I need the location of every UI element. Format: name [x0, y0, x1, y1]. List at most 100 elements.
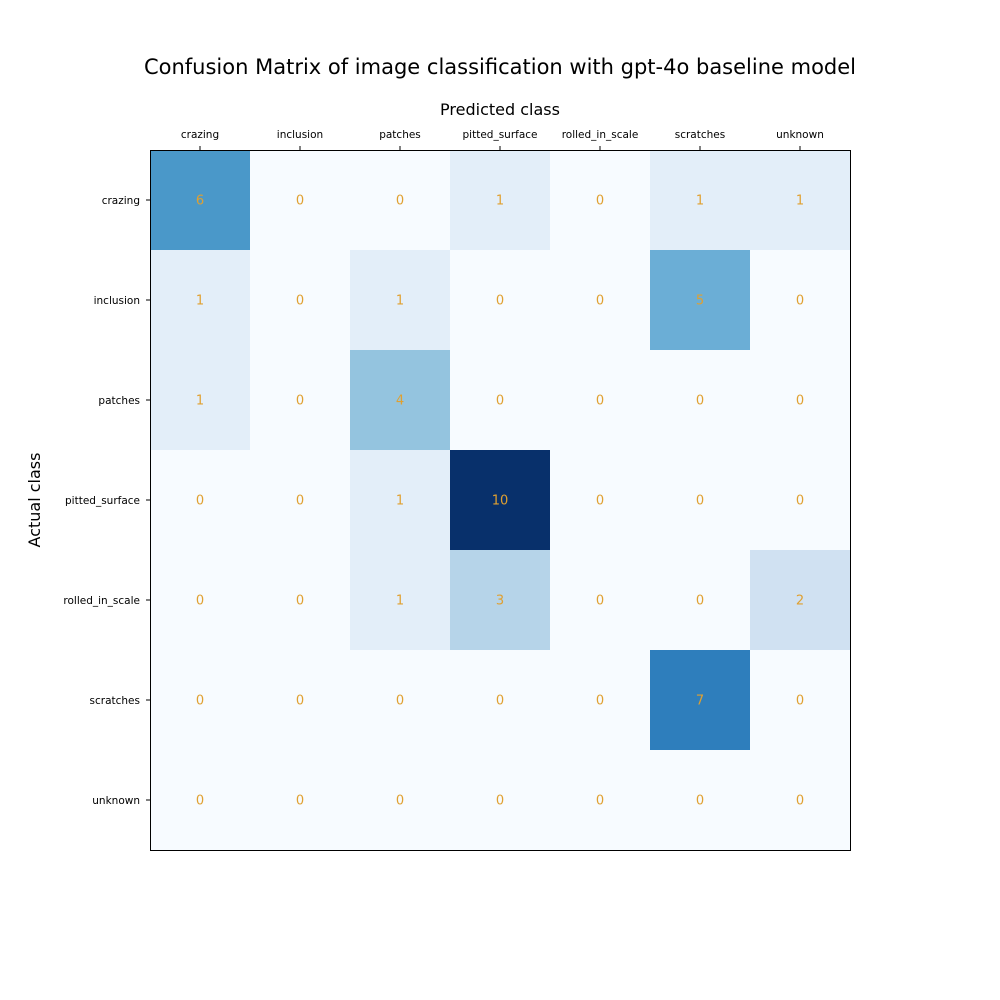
y-tick-label: scratches: [90, 695, 140, 707]
x-tick-label: scratches: [675, 129, 725, 141]
cell-value-label: 0: [596, 494, 604, 509]
heatmap-cell: [650, 550, 751, 651]
heatmap-cell: [550, 650, 651, 751]
cell-value-label: 1: [696, 194, 704, 209]
cell-value-label: 0: [296, 294, 304, 309]
cell-value-label: 6: [196, 194, 204, 209]
cell-value-label: 2: [796, 594, 804, 609]
y-tick-label: rolled_in_scale: [63, 595, 140, 607]
x-tick-label: unknown: [776, 129, 824, 141]
cell-value-label: 0: [496, 294, 504, 309]
cell-value-label: 0: [596, 394, 604, 409]
heatmap-cell: [150, 550, 251, 651]
x-axis-ticks: crazing inclusion patches pitted_surface rol…: [181, 129, 824, 150]
cell-value-label: 0: [196, 494, 204, 509]
cell-value-label: 1: [796, 194, 804, 209]
cell-value-label: 0: [396, 794, 404, 809]
heatmap-cell: [250, 150, 351, 251]
heatmap-cell: [550, 750, 651, 851]
heatmap-cell: [250, 250, 351, 351]
heatmap-cell: [450, 750, 551, 851]
cell-value-label: 7: [696, 694, 704, 709]
cell-value-label: 1: [496, 194, 504, 209]
cell-value-label: 0: [596, 794, 604, 809]
plot-frame: [150, 150, 851, 851]
heatmap-cell-labels: 6 0 0 1 0 1 11 0 1 0 0 5 01 0 4 0 0 0 00 0 1 10 0 0 00 0 1 3 0 0 20 0 0 0…: [196, 194, 804, 809]
heatmap-cell: [150, 750, 251, 851]
x-tick-label: patches: [379, 129, 421, 141]
cell-value-label: 0: [496, 794, 504, 809]
heatmap-cell: [650, 650, 751, 751]
heatmap-cell: [650, 750, 751, 851]
chart-title: Confusion Matrix of image classification…: [144, 55, 856, 79]
y-tick-label: pitted_surface: [65, 495, 140, 507]
cell-value-label: 0: [596, 294, 604, 309]
cell-value-label: 0: [696, 594, 704, 609]
cell-value-label: 0: [596, 594, 604, 609]
cell-value-label: 1: [196, 394, 204, 409]
heatmap-cell: [750, 350, 851, 451]
heatmap-cell: [550, 350, 651, 451]
heatmap-cell: [750, 750, 851, 851]
cell-value-label: 3: [496, 594, 504, 609]
y-tick-label: patches: [98, 395, 140, 407]
heatmap-cell: [650, 450, 751, 551]
x-tick-label: pitted_surface: [463, 129, 538, 141]
cell-value-label: 0: [296, 394, 304, 409]
cell-value-label: 0: [796, 694, 804, 709]
x-axis-label: Predicted class: [440, 100, 560, 119]
cell-value-label: 1: [396, 594, 404, 609]
cell-value-label: 4: [396, 394, 404, 409]
cell-value-label: 0: [296, 694, 304, 709]
cell-value-label: 0: [396, 694, 404, 709]
heatmap-cell: [250, 550, 351, 651]
x-tick-label: rolled_in_scale: [562, 129, 639, 141]
x-tick-label: crazing: [181, 129, 219, 141]
cell-value-label: 0: [196, 694, 204, 709]
heatmap-cell: [650, 150, 751, 251]
heatmap-cell: [250, 450, 351, 551]
cell-value-label: 5: [696, 294, 704, 309]
heatmap-cell: [350, 450, 451, 551]
x-tick-label: inclusion: [277, 129, 323, 141]
heatmap-cell: [750, 450, 851, 551]
heatmap-cell: [550, 150, 651, 251]
cell-value-label: 0: [496, 694, 504, 709]
cell-value-label: 0: [296, 594, 304, 609]
heatmap-cell: [450, 250, 551, 351]
cell-value-label: 0: [196, 794, 204, 809]
heatmap-cell: [450, 450, 551, 551]
heatmap-cell: [450, 150, 551, 251]
cell-value-label: 0: [296, 494, 304, 509]
cell-value-label: 0: [796, 294, 804, 309]
cell-value-label: 10: [492, 494, 509, 509]
cell-value-label: 0: [296, 194, 304, 209]
cell-value-label: 0: [696, 494, 704, 509]
heatmap-cell: [750, 250, 851, 351]
cell-value-label: 0: [796, 494, 804, 509]
y-axis-ticks: crazing inclusion patches pitted_surfacerol…: [63, 195, 150, 807]
heatmap-cell: [550, 450, 651, 551]
heatmap-cell: [150, 250, 251, 351]
cell-value-label: 1: [196, 294, 204, 309]
y-tick-label: crazing: [102, 195, 140, 207]
cell-value-label: 0: [696, 794, 704, 809]
cell-value-label: 0: [496, 394, 504, 409]
cell-value-label: 0: [596, 194, 604, 209]
cell-value-label: 0: [596, 694, 604, 709]
heatmap-cell: [150, 450, 251, 551]
heatmap-cell: [650, 350, 751, 451]
heatmap-cell: [250, 750, 351, 851]
cell-value-label: 1: [396, 494, 404, 509]
heatmap-cell: [650, 250, 751, 351]
heatmap-cell: [350, 750, 451, 851]
cell-value-label: 0: [696, 394, 704, 409]
heatmap-cell: [150, 150, 251, 251]
heatmap-cell: [150, 650, 251, 751]
heatmap-cell: [450, 350, 551, 451]
heatmap-cell: [350, 650, 451, 751]
heatmap-cell: [350, 250, 451, 351]
heatmap-cell: [550, 250, 651, 351]
heatmap-cell: [750, 550, 851, 651]
